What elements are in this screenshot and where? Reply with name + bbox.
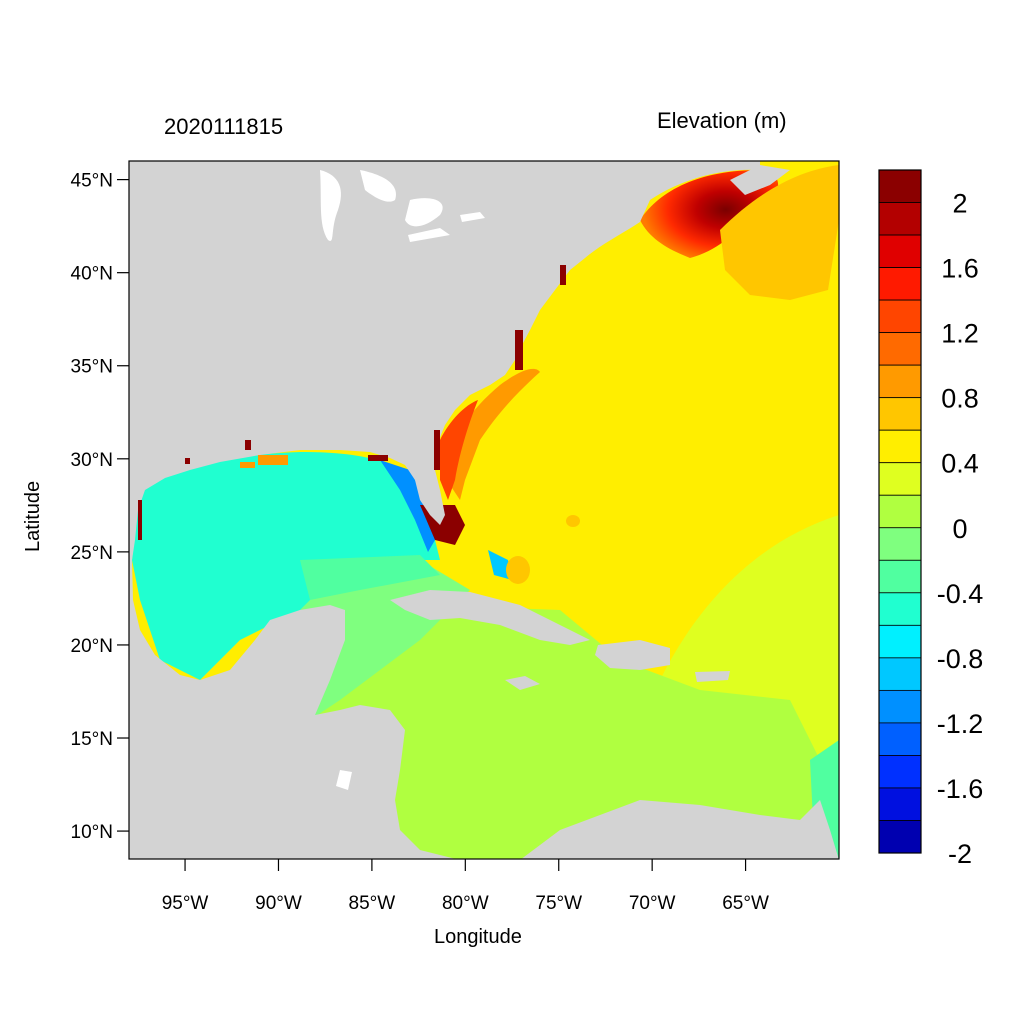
- longitude-ticks: 95°W 90°W 85°W 80°W 75°W 70°W 65°W: [162, 859, 769, 914]
- colorbar-segment: [878, 787, 922, 821]
- colorbar-segment: [878, 592, 922, 626]
- lat-tick-label: 45°N: [71, 171, 113, 192]
- lat-tick-label: 25°N: [71, 543, 113, 564]
- lon-tick-label: 80°W: [442, 893, 489, 914]
- lat-tick-label: 20°N: [71, 636, 113, 657]
- colorbar-segment: [878, 202, 922, 236]
- colorbar-segment: [878, 429, 922, 464]
- colorbar-segment: [878, 234, 922, 268]
- variable-title: Elevation (m): [657, 108, 787, 133]
- colorbar-segment: [878, 559, 922, 594]
- colorbar-segment: [878, 624, 922, 659]
- colorbar-label: -2: [948, 839, 972, 869]
- colorbar-label: -1.2: [937, 709, 984, 739]
- gulf-of-mexico-elevation: [132, 452, 440, 680]
- colorbar-label: 1.6: [941, 254, 979, 284]
- colorbar-label: -1.6: [937, 774, 984, 804]
- land-mask: [129, 161, 839, 859]
- plot-frame: [128, 160, 840, 860]
- x-axis-label: Longitude: [434, 926, 522, 948]
- colorbar-segment: [878, 364, 922, 399]
- lon-tick-label: 65°W: [722, 893, 769, 914]
- colorbar-label: 1.2: [941, 319, 979, 349]
- lon-tick-label: 75°W: [535, 893, 582, 914]
- lon-tick-label: 95°W: [162, 893, 209, 914]
- colorbar-segment: [878, 657, 922, 691]
- colorbar-segment: [878, 169, 922, 203]
- map-area: [129, 161, 839, 859]
- latitude-ticks: 45°N 40°N 35°N 30°N 25°N 20°N 15°N 10°N: [71, 171, 129, 843]
- caribbean-sea-elevation: [300, 600, 839, 859]
- colorbar-label: -0.4: [937, 579, 984, 609]
- colorbar-segment: [878, 462, 922, 496]
- coastal-flooding: [138, 265, 566, 540]
- florida-west-negative: [380, 460, 435, 552]
- colorbar-frame: [878, 169, 922, 854]
- lat-tick-label: 35°N: [71, 357, 113, 378]
- colorbar-label: 0: [952, 514, 967, 544]
- colorbar-segment: [878, 820, 922, 854]
- colorbar-segment: [878, 299, 922, 334]
- colorbar-segment: [878, 494, 922, 529]
- colorbar-segment: [878, 332, 922, 366]
- colorbar-label: 0.4: [941, 449, 979, 479]
- colorbar-label: -0.8: [937, 644, 984, 674]
- lat-tick-label: 40°N: [71, 264, 113, 285]
- lat-tick-label: 30°N: [71, 450, 113, 471]
- lon-tick-label: 85°W: [349, 893, 396, 914]
- lon-tick-label: 70°W: [629, 893, 676, 914]
- colorbar-label: 0.8: [941, 384, 979, 414]
- lat-tick-label: 15°N: [71, 729, 113, 750]
- colorbar: 2 1.6 1.2 0.8 0.4 0 -0.4 -0.8 -1.2 -1.6 -2: [878, 169, 984, 869]
- colorbar-segment: [878, 755, 922, 789]
- timestamp-label: 2020111815: [164, 114, 284, 139]
- colorbar-segment: [878, 267, 922, 301]
- colorbar-segment: [878, 689, 922, 724]
- great-lakes: [320, 170, 485, 242]
- colorbar-segment: [878, 397, 922, 431]
- lon-tick-label: 90°W: [255, 893, 302, 914]
- colorbar-label: 2: [952, 189, 967, 219]
- lat-tick-label: 10°N: [71, 822, 113, 843]
- colorbar-segment: [878, 527, 922, 561]
- colorbar-segment: [878, 722, 922, 756]
- northeast-elevation: [720, 165, 839, 300]
